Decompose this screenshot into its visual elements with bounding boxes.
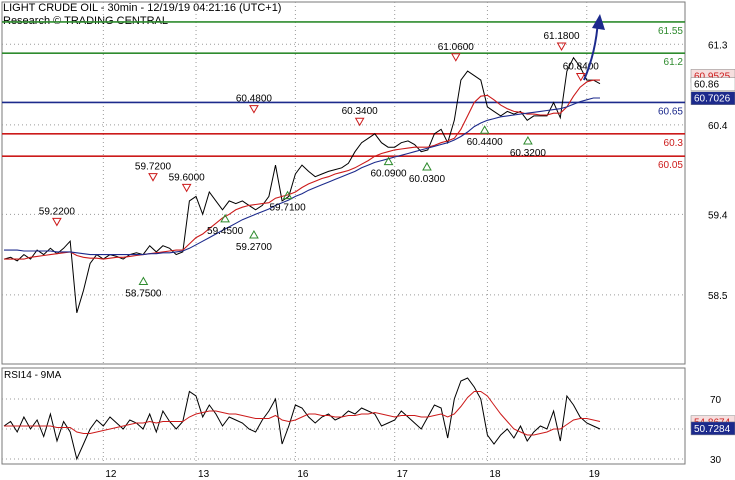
high-label: 60.3400 [342, 106, 379, 117]
high-marker [52, 217, 62, 227]
rsi-gridlines [2, 398, 685, 460]
high-label: 59.2200 [39, 206, 76, 217]
high-marker [181, 183, 192, 193]
rsi-title: RSI14 - 9MA [4, 370, 62, 381]
rsi-badge-label: 50.7284 [694, 424, 731, 435]
price-badge-label: 60.7026 [694, 94, 731, 105]
low-label: 59.4500 [207, 226, 244, 237]
rsi-axis: 70503054.867450.7284 [690, 395, 735, 466]
high-label: 59.6000 [169, 172, 206, 183]
price-tick-label: 61.3 [708, 40, 728, 51]
x-tick-label: 12 [105, 469, 117, 480]
series-price [3, 56, 601, 313]
price-tick-label: 59.4 [708, 210, 728, 221]
price-badge [690, 77, 735, 91]
level-label: 60.3 [664, 138, 684, 149]
series-ma-slow [4, 97, 600, 256]
level-label: 61.2 [664, 57, 684, 68]
low-label: 60.4400 [467, 137, 504, 148]
rsi-tick-label: 70 [710, 395, 722, 406]
low-marker [282, 190, 293, 200]
forecast-arrow-head [592, 14, 605, 30]
price-tick-label: 60.4 [708, 121, 728, 132]
level-label: 60.65 [658, 106, 683, 117]
chart-title: LIGHT CRUDE OIL - 30min - 12/19/19 04:21… [3, 2, 281, 14]
high-label: 60.8400 [563, 61, 600, 72]
rsi-panel-frame [1, 367, 686, 465]
low-label: 59.2700 [236, 242, 273, 253]
level-label: 60.05 [658, 160, 683, 171]
high-label: 61.0600 [438, 42, 475, 53]
low-marker [523, 135, 533, 145]
low-marker [383, 156, 394, 166]
chart-subtitle: Research © TRADING CENTRAL [3, 15, 168, 27]
series-rsi-ma [4, 391, 601, 436]
x-axis: 12 13 16 17 18 19 [105, 469, 600, 480]
price-series [3, 56, 601, 313]
low-label: 59.7100 [270, 203, 307, 214]
low-label: 60.0900 [370, 169, 407, 180]
high-marker [354, 117, 365, 127]
low-marker [422, 161, 432, 171]
high-marker [249, 105, 259, 114]
low-marker [138, 276, 149, 285]
x-tick-label: 19 [589, 469, 601, 480]
low-marker [479, 125, 490, 134]
rsi-badge [690, 421, 735, 436]
high-marker [450, 53, 461, 62]
x-tick-label: 17 [397, 469, 409, 480]
high-label: 60.4800 [236, 94, 273, 105]
x-tick-label: 18 [489, 469, 501, 480]
series-ma-fast [4, 79, 600, 260]
price-badge-label: 60.9525 [694, 71, 731, 82]
price-levels: 61.55 61.2 60.65 60.3 60.05 [2, 21, 685, 171]
low-label: 60.3200 [510, 148, 547, 159]
price-badge-label: 60.86 [694, 80, 719, 91]
low-label: 58.7500 [125, 289, 162, 300]
low-marker [220, 213, 230, 223]
price-gridlines [2, 2, 685, 464]
high-marker [575, 72, 586, 82]
low-marker [249, 229, 259, 239]
price-panel-frame [1, 1, 686, 365]
series-rsi [3, 377, 601, 461]
high-marker [556, 42, 567, 52]
rsi-tick-label: 30 [710, 455, 722, 466]
high-marker [148, 173, 158, 182]
x-tick-label: 13 [198, 469, 210, 480]
high-label: 59.7200 [135, 162, 172, 173]
level-label: 61.55 [658, 26, 683, 37]
rsi-series [3, 377, 601, 461]
x-tick-label: 16 [297, 469, 309, 480]
high-label: 61.1800 [543, 31, 580, 42]
price-tick-label: 58.5 [708, 291, 728, 302]
low-label: 60.0300 [409, 174, 446, 185]
price-badge [690, 91, 735, 105]
